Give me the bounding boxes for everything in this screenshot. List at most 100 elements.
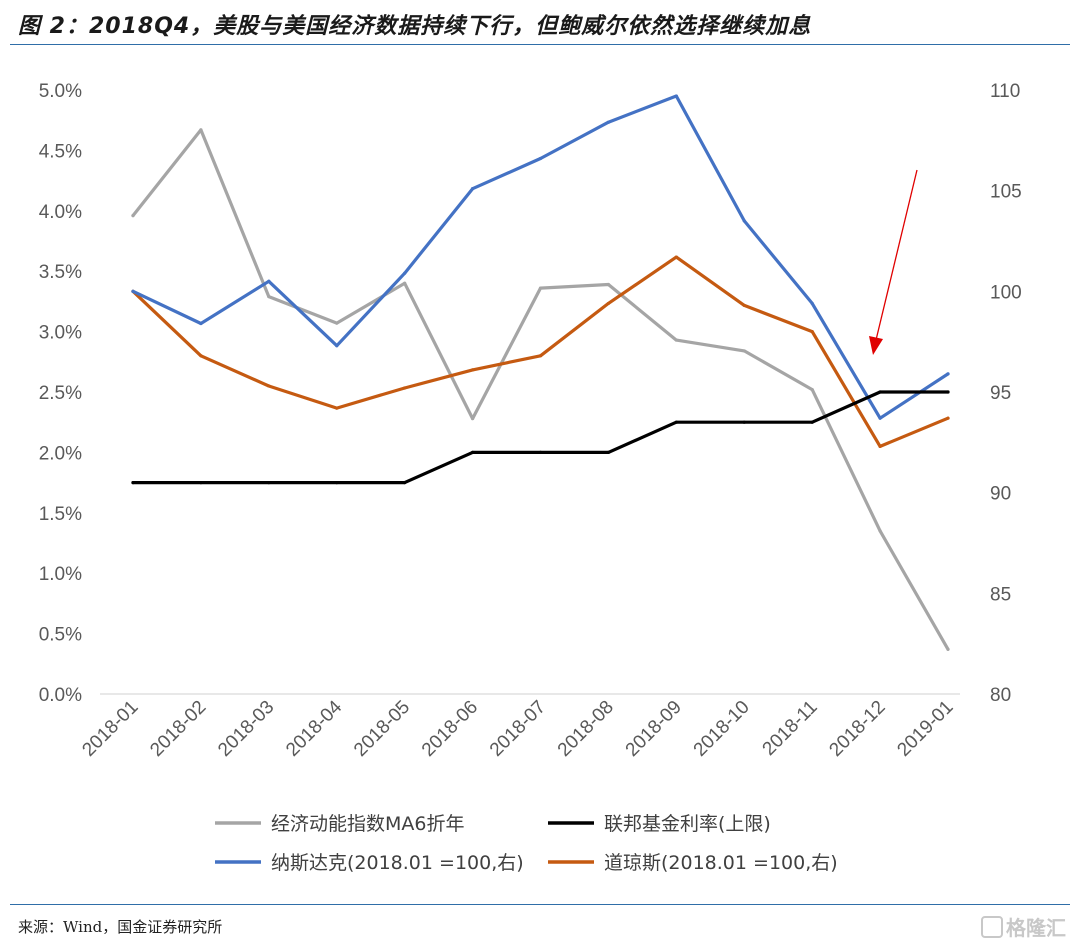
series-point xyxy=(946,390,950,394)
y-left-tick-label: 5.0% xyxy=(39,81,82,102)
watermark-text: 格隆汇 xyxy=(1006,916,1066,940)
y-left-tick-label: 3.0% xyxy=(39,323,82,344)
series-point xyxy=(878,390,882,394)
chart-annotation xyxy=(869,169,918,355)
line-chart: 0.0% 0.5% 1.0% 1.5% 2.0% 2.5% 3.0% 3.5% 4.0% 4.5%… xyxy=(39,81,1022,874)
series-point xyxy=(674,255,678,259)
y-left-tick-label: 0.0% xyxy=(39,685,82,706)
series-point xyxy=(335,481,339,485)
y-left-tick-label: 4.5% xyxy=(39,141,82,162)
x-tick-label: 2018-01 xyxy=(78,697,142,761)
series-point xyxy=(199,321,203,326)
series-point xyxy=(403,281,407,285)
y-right-tick-label: 95 xyxy=(990,383,1011,404)
series-point xyxy=(199,128,203,132)
annotation-arrow-head xyxy=(869,336,883,355)
series-point xyxy=(403,271,407,275)
series-point xyxy=(878,416,882,420)
watermark-logo-icon xyxy=(981,916,1003,938)
x-tick-label: 2018-05 xyxy=(350,697,414,761)
series-point xyxy=(470,187,475,191)
page-title: 图 2：2018Q4，美股与美国经济数据持续下行，但鲍威尔依然选择继续加息 xyxy=(18,14,812,39)
x-tick-label: 2018-02 xyxy=(146,697,210,761)
y-left-tick-label: 4.0% xyxy=(39,202,82,223)
annotation-arrow-line xyxy=(875,169,918,341)
x-tick-label: 2018-11 xyxy=(759,697,822,760)
footer-divider xyxy=(10,904,1070,905)
series-point xyxy=(403,386,407,390)
y-right-tick-label: 110 xyxy=(990,81,1020,102)
series-point xyxy=(606,301,611,306)
y-left-tick-label: 2.5% xyxy=(39,383,82,404)
x-tick-label: 2018-04 xyxy=(282,696,346,760)
series-point xyxy=(742,349,746,353)
series-point xyxy=(131,289,135,293)
series-point xyxy=(946,647,950,651)
x-tick-label: 2018-03 xyxy=(214,697,278,761)
series-line xyxy=(131,390,950,485)
legend-label: 纳斯达克(2018.01 =100,右) xyxy=(271,852,524,874)
y-left-tick-label: 1.5% xyxy=(39,504,82,525)
chart-axes: 0.0% 0.5% 1.0% 1.5% 2.0% 2.5% 3.0% 3.5% 4.0% 4.5%… xyxy=(39,81,1022,761)
series-point xyxy=(878,444,882,448)
series-point xyxy=(470,368,475,372)
chart-series xyxy=(131,94,950,651)
series-point xyxy=(131,481,135,485)
y-left-tick-label: 1.0% xyxy=(39,564,82,585)
series-point xyxy=(131,214,135,218)
series-point xyxy=(538,354,543,358)
legend-label: 道琼斯(2018.01 =100,右) xyxy=(604,852,838,874)
title-divider xyxy=(10,44,1070,45)
series-point xyxy=(878,529,882,533)
series-point xyxy=(403,481,407,485)
y-right-tick-label: 85 xyxy=(990,584,1011,605)
y-left-tick-label: 3.5% xyxy=(39,262,82,283)
series-line xyxy=(131,128,950,651)
series-point xyxy=(470,450,475,454)
series-point xyxy=(606,450,611,454)
series-point xyxy=(742,219,746,223)
legend-label: 经济动能指数MA6折年 xyxy=(271,813,464,835)
chart-legend: 经济动能指数MA6折年 联邦基金利率(上限) 纳斯达克(2018.01 =100,右… xyxy=(215,813,838,874)
series-point xyxy=(606,120,611,124)
series-point xyxy=(674,338,678,342)
series-point xyxy=(674,94,678,98)
y-right-tick-label: 105 xyxy=(990,182,1022,203)
series-point xyxy=(674,420,678,424)
y-left-tick-label: 0.5% xyxy=(39,625,82,646)
series-point xyxy=(810,387,814,392)
y-right-tick-label: 90 xyxy=(990,484,1011,505)
series-line xyxy=(131,94,950,420)
series-point xyxy=(810,301,814,306)
series-point xyxy=(538,450,543,454)
series-point xyxy=(742,303,746,308)
series-point xyxy=(470,416,475,421)
series-point xyxy=(267,279,271,283)
series-point xyxy=(335,344,339,348)
series-point xyxy=(946,416,950,420)
x-tick-label: 2019-01 xyxy=(893,697,957,761)
series-point xyxy=(267,481,271,485)
series-point xyxy=(199,354,203,358)
series-point xyxy=(742,420,746,424)
x-tick-label: 2018-08 xyxy=(554,697,618,761)
series-point xyxy=(335,406,339,410)
x-tick-label: 2018-10 xyxy=(690,697,754,761)
series-point xyxy=(267,294,271,299)
watermark: 格隆汇 xyxy=(981,912,1066,941)
x-tick-label: 2018-09 xyxy=(622,697,686,761)
x-tick-label: 2018-06 xyxy=(418,697,482,761)
x-tick-label: 2018-12 xyxy=(825,697,889,761)
series-point xyxy=(335,321,339,325)
y-left-tick-label: 2.0% xyxy=(39,443,82,464)
legend-label: 联邦基金利率(上限) xyxy=(604,813,771,835)
series-point xyxy=(810,330,814,334)
series-point xyxy=(810,420,814,424)
series-point xyxy=(199,481,203,485)
series-point xyxy=(538,156,543,161)
source-note: 来源：Wind，国金证券研究所 xyxy=(18,918,223,936)
x-tick-label: 2018-07 xyxy=(486,697,550,761)
series-point xyxy=(267,384,271,388)
y-right-tick-label: 80 xyxy=(990,685,1011,706)
series-point xyxy=(946,372,950,376)
